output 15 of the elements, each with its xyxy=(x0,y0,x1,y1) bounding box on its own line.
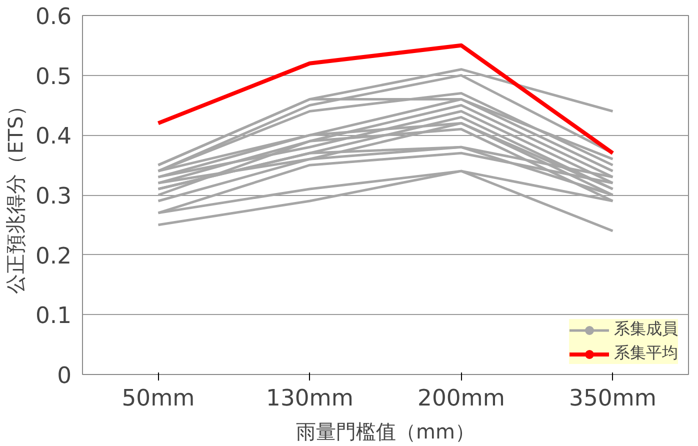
y-tick-label: 0 xyxy=(57,363,72,389)
x-tick-label: 200mm xyxy=(418,386,505,412)
legend-label: 系集成員 xyxy=(614,319,678,340)
legend-label: 系集平均 xyxy=(614,343,678,364)
x-tick-label: 130mm xyxy=(266,386,354,412)
x-tick-label: 350mm xyxy=(569,386,656,412)
y-tick-label: 0.3 xyxy=(35,184,72,210)
y-tick-label: 0.4 xyxy=(35,124,72,150)
y-tick-label: 0.5 xyxy=(35,64,72,90)
x-axis-title: 雨量門檻值（mm） xyxy=(296,420,475,444)
y-tick-label: 0.2 xyxy=(35,243,72,270)
y-tick-label: 0.1 xyxy=(35,303,72,330)
x-tick-label: 50mm xyxy=(122,386,195,412)
y-tick-label: 0.6 xyxy=(35,4,72,30)
y-axis-title: 公正預兆得分（ETS） xyxy=(3,96,28,294)
